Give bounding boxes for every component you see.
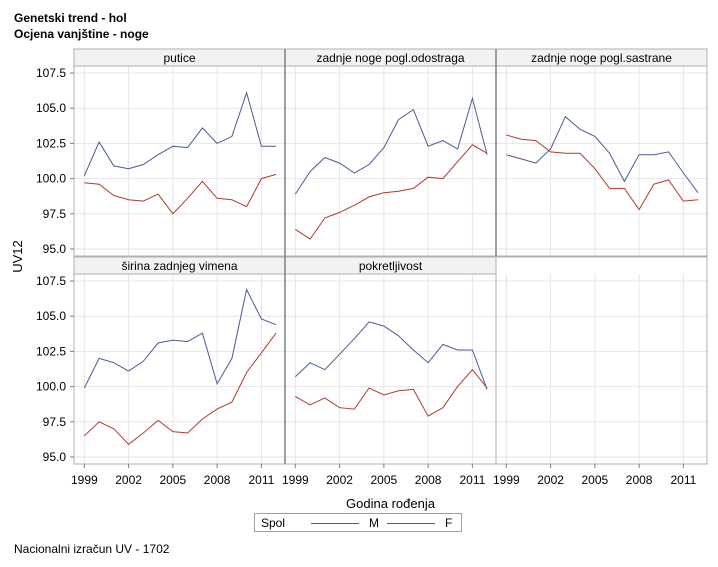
- panel-border: [495, 48, 708, 257]
- x-tick-label: 2011: [670, 473, 696, 487]
- series-line-m: [83, 90, 277, 177]
- panel-border: [284, 48, 497, 257]
- y-tick-label: 97.5: [43, 207, 67, 221]
- x-tick-label: 2002: [326, 473, 353, 487]
- panel-title: putice: [163, 51, 195, 65]
- chart-subtitle: Ocjena vanjštine - noge: [14, 27, 149, 41]
- series-line-f: [84, 173, 277, 215]
- x-tick-label: 1999: [282, 473, 309, 487]
- y-tick-label: 95.0: [43, 242, 67, 256]
- legend-swatch-f: [387, 523, 435, 524]
- y-tick-label: 97.5: [43, 415, 67, 429]
- panel-title: širina zadnjeg vimena: [121, 259, 237, 273]
- legend-swatch-m: [311, 523, 359, 524]
- panel-border: [284, 256, 497, 465]
- panel-title: pokretljivost: [359, 259, 423, 273]
- series-line-f: [295, 368, 488, 417]
- series-line-f: [506, 134, 699, 211]
- chart-title: Genetski trend - hol: [14, 11, 127, 25]
- series-line-f: [83, 332, 277, 445]
- x-tick-label: 1999: [493, 473, 520, 487]
- y-tick-label: 107.5: [36, 66, 66, 80]
- footer-note: Nacionalni izračun UV - 1702: [14, 542, 170, 556]
- x-tick-label: 2005: [582, 473, 609, 487]
- panel-border: [495, 256, 708, 465]
- y-axis-label: UV12: [10, 240, 25, 273]
- x-tick-label: 2008: [626, 473, 653, 487]
- series-line-m: [83, 288, 277, 389]
- x-axis-label: Godina rođenja: [346, 496, 436, 511]
- x-tick-label: 2008: [415, 473, 442, 487]
- y-tick-label: 95.0: [43, 450, 67, 464]
- legend-title: Spol: [261, 516, 286, 530]
- legend-label-f: F: [445, 516, 453, 530]
- x-tick-label: 2011: [248, 473, 274, 487]
- series-line-m: [506, 115, 699, 193]
- x-tick-label: 2011: [459, 473, 485, 487]
- x-tick-label: 1999: [71, 473, 98, 487]
- y-tick-label: 107.5: [36, 274, 66, 288]
- y-tick-label: 102.5: [36, 344, 66, 358]
- y-tick-label: 100.0: [36, 380, 66, 394]
- series-line-m: [294, 321, 488, 390]
- x-tick-label: 2002: [115, 473, 142, 487]
- y-tick-label: 105.0: [36, 309, 66, 323]
- x-tick-label: 2002: [537, 473, 564, 487]
- y-tick-label: 102.5: [36, 136, 66, 150]
- series-line-m: [294, 96, 488, 195]
- panel-title: zadnje noge pogl.sastrane: [531, 51, 672, 65]
- x-tick-label: 2008: [204, 473, 231, 487]
- y-tick-label: 105.0: [36, 101, 66, 115]
- panel-title: zadnje noge pogl.odostraga: [316, 51, 464, 65]
- legend: Spol M F: [254, 513, 462, 532]
- series-line-f: [295, 144, 488, 240]
- y-tick-label: 100.0: [36, 172, 66, 186]
- x-tick-label: 2005: [371, 473, 398, 487]
- x-tick-label: 2005: [160, 473, 187, 487]
- legend-label-m: M: [369, 516, 379, 530]
